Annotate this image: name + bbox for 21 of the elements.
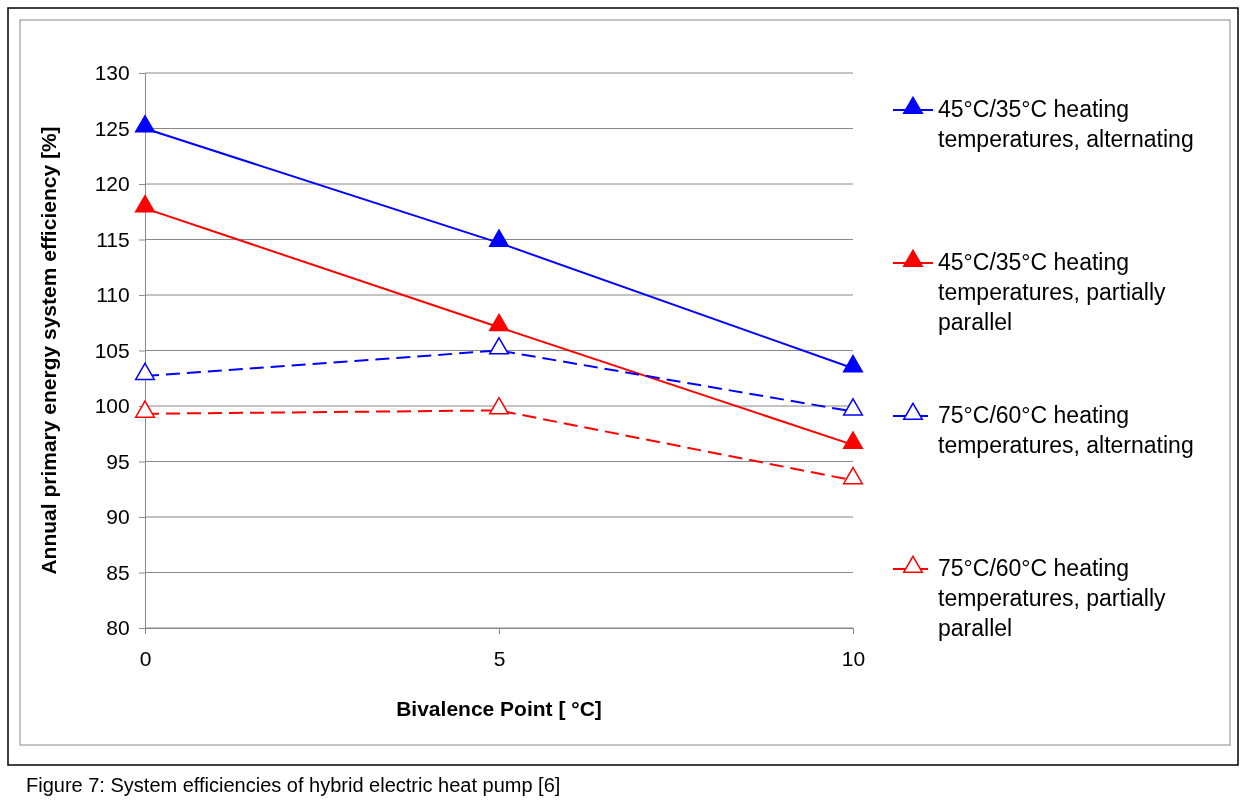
y-tick-label: 85 xyxy=(106,560,130,584)
x-tick-label: 10 xyxy=(841,647,866,671)
y-tick-label: 115 xyxy=(96,227,130,251)
x-tick-label: 0 xyxy=(139,647,152,671)
x-axis-title: Bivalence Point [ °C] xyxy=(396,697,602,720)
y-tick-label: 110 xyxy=(96,283,130,307)
y-tick-label: 130 xyxy=(94,61,130,85)
legend-label: 45°C/35°C heating temperatures, partially parallel xyxy=(938,249,1167,335)
x-tick-label: 5 xyxy=(493,647,506,671)
y-tick-label: 90 xyxy=(106,505,130,529)
legend-label: 75°C/60°C heating temperatures, alternating xyxy=(938,402,1194,458)
y-tick-label: 105 xyxy=(94,338,130,362)
caption: Figure 7: System efficiencies of hybrid electric heat pump [6] xyxy=(26,774,561,796)
y-tick-label: 120 xyxy=(94,172,130,196)
y-tick-label: 100 xyxy=(94,394,130,418)
y-axis-title: Annual primary energy system efficiency [%] xyxy=(37,126,60,575)
y-tick-label: 125 xyxy=(94,116,130,140)
y-tick-label: 95 xyxy=(106,449,130,473)
y-tick-label: 80 xyxy=(106,616,130,640)
legend-label: 45°C/35°C heating temperatures, alternating xyxy=(938,96,1194,152)
legend-label: 75°C/60°C heating temperatures, partially parallel xyxy=(938,555,1167,641)
